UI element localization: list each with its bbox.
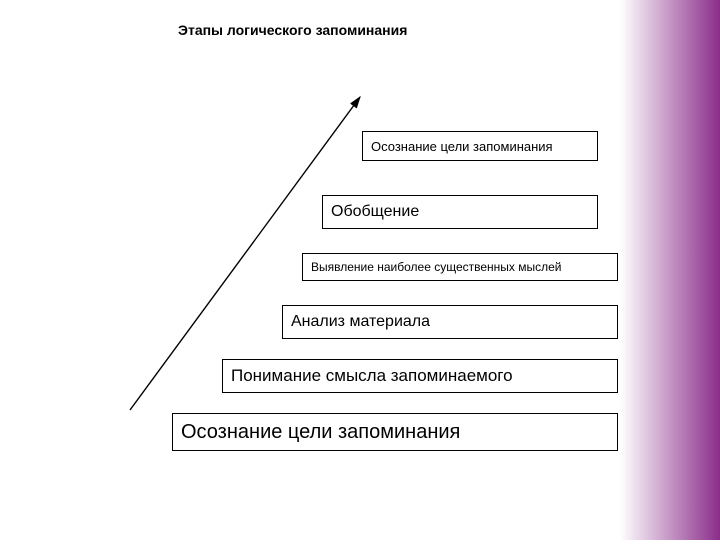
box-label: Осознание цели запоминания xyxy=(371,139,553,154)
box-label: Анализ материала xyxy=(291,313,430,331)
box-analysis: Анализ материала xyxy=(282,305,618,339)
box-label: Осознание цели запоминания xyxy=(181,421,460,444)
box-awareness-bottom: Осознание цели запоминания xyxy=(172,413,618,451)
box-label: Понимание смысла запоминаемого xyxy=(231,366,513,386)
box-label: Обобщение xyxy=(331,203,419,221)
diagram-title: Этапы логического запоминания xyxy=(178,22,407,38)
box-awareness-top: Осознание цели запоминания xyxy=(362,131,598,161)
box-understanding: Понимание смысла запоминаемого xyxy=(222,359,618,393)
box-generalization: Обобщение xyxy=(322,195,598,229)
box-key-ideas: Выявление наиболее существенных мыслей xyxy=(302,253,618,281)
side-gradient-panel xyxy=(620,0,720,540)
diagram-canvas: Этапы логического запоминания Осознание … xyxy=(0,0,720,540)
box-label: Выявление наиболее существенных мыслей xyxy=(311,260,562,274)
